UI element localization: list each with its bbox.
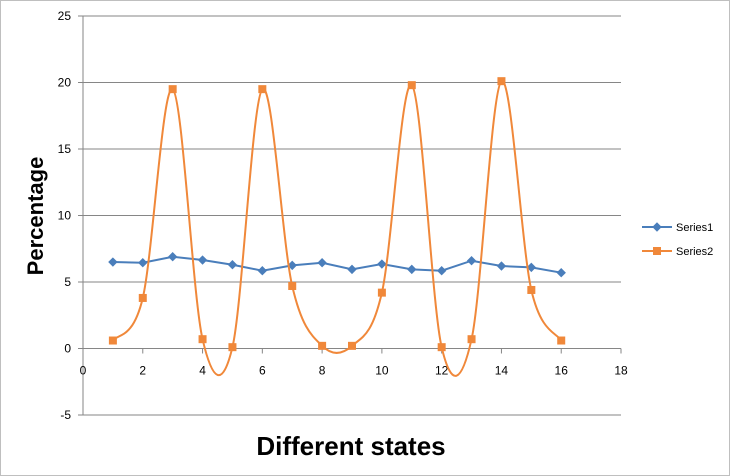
x-tick-label: 10 xyxy=(375,364,389,378)
series-1-point xyxy=(496,261,507,271)
axes xyxy=(78,15,622,416)
series-1-point xyxy=(407,264,417,275)
legend-entry-1: Series1 xyxy=(642,222,713,234)
series-2-point xyxy=(288,281,297,290)
legend: Series1 Series2 xyxy=(642,222,713,258)
series-layer xyxy=(108,77,566,377)
legend-label: Series2 xyxy=(676,246,713,258)
series-1-point xyxy=(347,264,357,275)
legend-marker xyxy=(652,222,662,232)
series-2 xyxy=(108,77,566,377)
series-1-point xyxy=(526,262,537,273)
x-tick-label: 8 xyxy=(319,364,326,378)
legend-entry-2: Series2 xyxy=(642,246,713,258)
series-2-point xyxy=(258,85,267,94)
y-tick-label: 0 xyxy=(64,342,71,356)
series-2-point xyxy=(318,341,327,350)
series-2-point xyxy=(228,343,237,352)
series-1-point xyxy=(317,258,327,268)
series-1-line xyxy=(112,255,562,274)
series-1-point xyxy=(108,257,118,267)
legend-marker xyxy=(653,247,661,255)
series-2-line xyxy=(112,80,563,377)
x-tick-label: 18 xyxy=(614,364,628,378)
y-axis-title: Percentage xyxy=(23,157,48,276)
x-tick-label: 6 xyxy=(259,364,266,378)
series-1 xyxy=(108,252,566,278)
series-2-point xyxy=(467,335,476,344)
series-2-point xyxy=(138,293,147,302)
series-1-point xyxy=(556,267,566,278)
y-tick-label: 5 xyxy=(64,275,71,289)
legend-label: Series1 xyxy=(676,222,713,234)
series-1-point xyxy=(466,256,477,266)
series-2-point xyxy=(497,77,506,86)
series-1-point xyxy=(197,255,208,265)
x-tick-label: 14 xyxy=(495,364,509,378)
x-axis-title: Different states xyxy=(256,431,445,461)
series-2-point xyxy=(198,335,207,344)
series-2-point xyxy=(407,81,416,90)
y-tick-label: 15 xyxy=(58,142,72,156)
x-tick-label: 2 xyxy=(139,364,146,378)
x-tick-label: 16 xyxy=(555,364,569,378)
series-2-point xyxy=(557,336,566,345)
y-tick-label: 25 xyxy=(58,9,72,23)
series-2-point xyxy=(437,343,446,352)
gridlines xyxy=(83,15,621,416)
series-1-point xyxy=(377,259,387,269)
x-tick-label: 0 xyxy=(80,364,87,378)
series-1-point xyxy=(138,258,148,268)
x-tick-label: 12 xyxy=(435,364,449,378)
series-1-point xyxy=(257,265,268,276)
series-2-point xyxy=(527,285,536,294)
x-tick-label: 4 xyxy=(199,364,206,378)
series-2-point xyxy=(108,336,117,345)
y-tick-label: 10 xyxy=(58,209,72,223)
y-tick-label: -5 xyxy=(60,408,71,422)
series-2-point xyxy=(377,288,386,297)
series-1-point xyxy=(227,260,238,270)
y-tick-label: 20 xyxy=(58,76,72,90)
series-2-point xyxy=(348,341,356,350)
series-2-point xyxy=(168,85,177,94)
tick-labels: -5 0 5 10 15 20 25 0 2 4 6 8 10 12 14 16 18 xyxy=(58,9,628,422)
series-1-point xyxy=(167,252,178,262)
series-1-point xyxy=(287,260,297,271)
series-1-point xyxy=(436,265,447,276)
